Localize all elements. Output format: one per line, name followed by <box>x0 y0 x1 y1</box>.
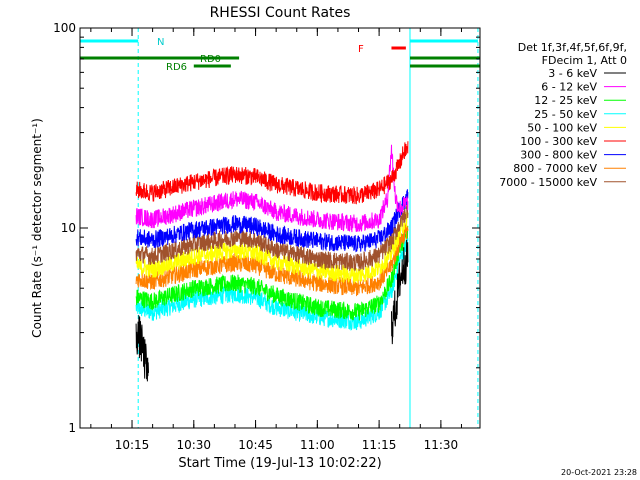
flag-label-n: N <box>157 37 164 48</box>
flag-bars: N RD0 RD6 F <box>80 37 480 73</box>
legend-header-1: Det 1f,3f,4f,5f,6f,9f, <box>518 41 627 54</box>
series-line-25-50-kev <box>135 238 409 331</box>
plot-area <box>135 28 479 428</box>
series-line-7000-15000-kev <box>135 204 409 272</box>
x-tick-label: 10:15 <box>115 438 150 452</box>
chart-title: RHESSI Count Rates <box>210 5 351 21</box>
series-line-100-300-kev <box>135 141 409 205</box>
y-axis-label: Count Rate (s⁻¹ detector segment⁻¹) <box>30 118 44 338</box>
x-tick-label: 11:30 <box>424 438 459 452</box>
legend-label-100-300-kev: 100 - 300 keV <box>520 135 597 148</box>
legend-label-50-100-kev: 50 - 100 keV <box>527 121 597 134</box>
legend-label-7000-15000-kev: 7000 - 15000 keV <box>499 176 597 189</box>
series-line-6-12-kev <box>135 144 409 233</box>
footer-date: 20-Oct-2021 23:28 <box>561 468 637 477</box>
y-tick-label: 100 <box>53 21 76 35</box>
legend-label-300-800-kev: 300 - 800 keV <box>520 149 597 162</box>
legend-label-6-12-kev: 6 - 12 keV <box>541 81 597 94</box>
y-tick-label: 10 <box>61 221 76 235</box>
flag-label-rd6: RD6 <box>166 62 187 73</box>
legend-header-2: FDecim 1, Att 0 <box>542 54 627 67</box>
x-axis-label: Start Time (19-Jul-13 10:02:22) <box>178 456 381 471</box>
flag-label-rd0: RD0 <box>200 54 221 65</box>
y-tick-label: 1 <box>68 421 76 435</box>
legend-label-25-50-kev: 25 - 50 keV <box>534 108 597 121</box>
legend: Det 1f,3f,4f,5f,6f,9f, FDecim 1, Att 0 3… <box>499 41 627 189</box>
legend-label-12-25-kev: 12 - 25 keV <box>534 94 597 107</box>
legend-label-3-6-kev: 3 - 6 keV <box>548 67 597 80</box>
x-tick-label: 10:45 <box>238 438 273 452</box>
series-line-12-25-kev <box>135 225 409 321</box>
x-tick-label: 11:00 <box>300 438 335 452</box>
flag-label-f: F <box>358 44 364 55</box>
legend-label-800-7000-kev: 800 - 7000 keV <box>513 162 597 175</box>
y-axis: 1 10 100 <box>53 21 480 435</box>
x-tick-label: 11:15 <box>362 438 397 452</box>
series-line-300-800-kev <box>135 189 409 253</box>
series-line-3-6-kev <box>135 239 409 382</box>
x-tick-label: 10:30 <box>176 438 211 452</box>
x-axis: 10:15 10:30 10:45 11:00 11:15 11:30 <box>90 28 462 452</box>
